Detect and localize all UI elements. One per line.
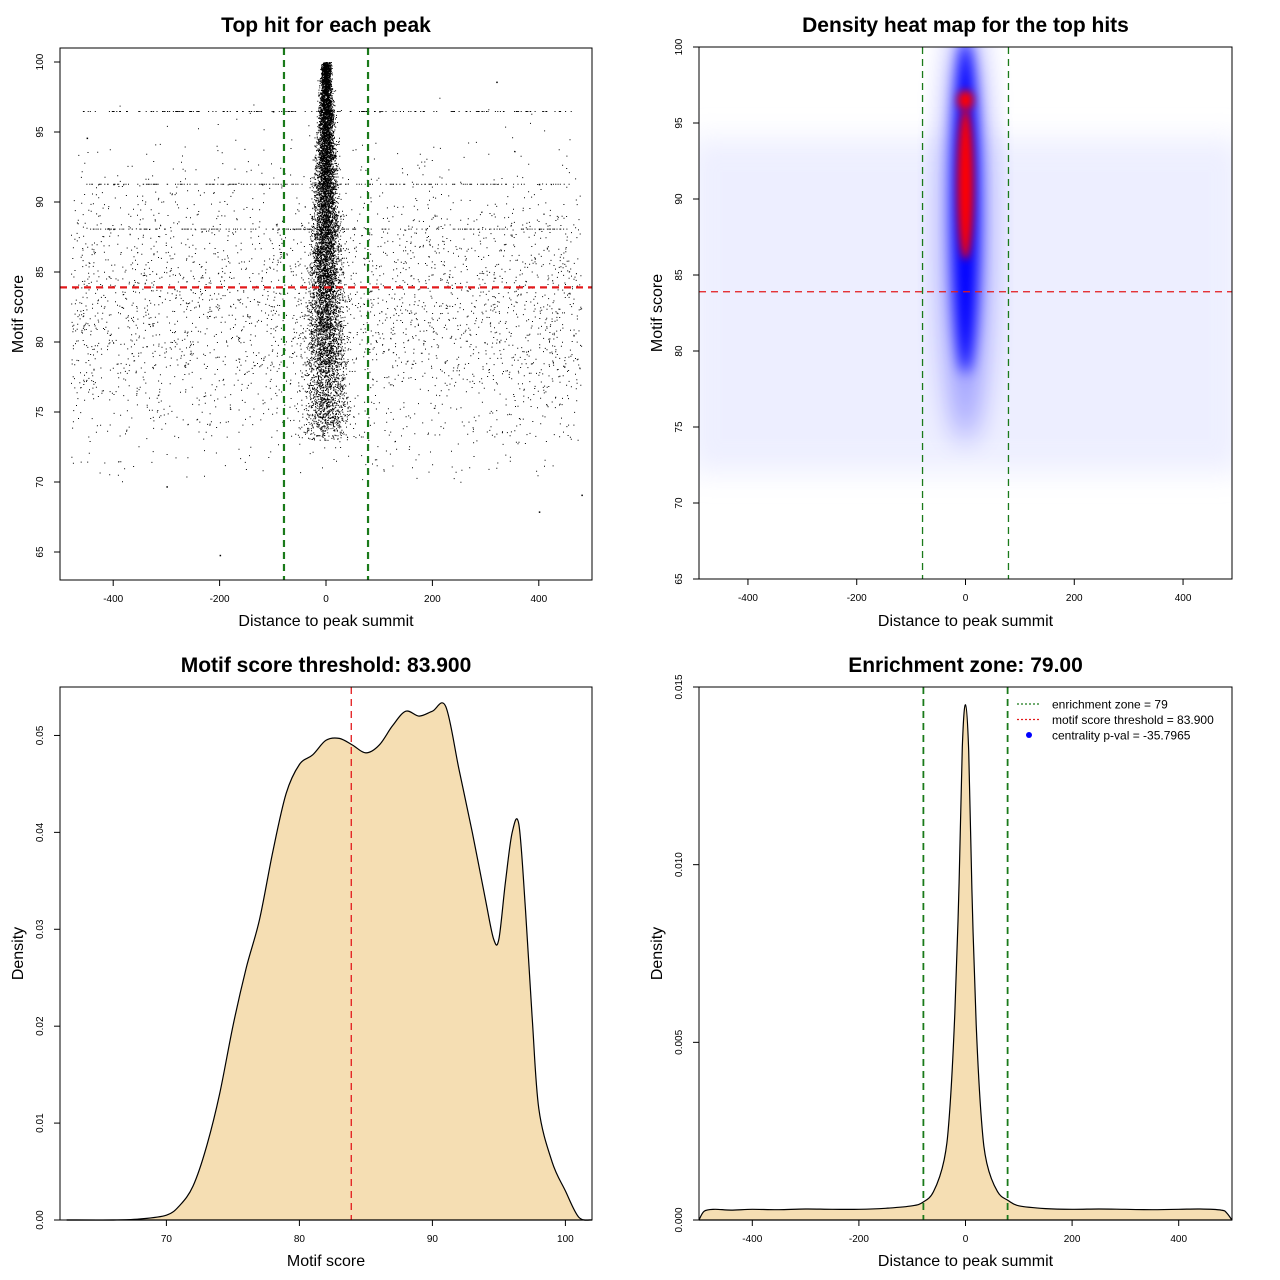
- scatter-point: [326, 111, 328, 113]
- y-tick-label: 90: [35, 196, 46, 208]
- y-tick-label: 75: [674, 421, 685, 433]
- scatter-points: [71, 62, 583, 557]
- scatter-point: [166, 486, 168, 488]
- x-tick-label: 100: [557, 1234, 574, 1245]
- y-tick-label: 85: [674, 269, 685, 281]
- scatter-point: [496, 81, 498, 84]
- x-tick-label: 70: [161, 1234, 173, 1245]
- plot-frame: [698, 46, 1233, 580]
- scatter-point: [538, 228, 541, 231]
- chart-title: Enrichment zone: 79.00: [848, 654, 1083, 677]
- x-tick-label: 90: [427, 1234, 439, 1245]
- density-fill: [66, 702, 592, 1221]
- y-tick-label: 65: [674, 573, 685, 585]
- x-tick-label: 0: [323, 594, 329, 605]
- legend-marker: [1026, 732, 1032, 738]
- y-tick-label: 100: [35, 53, 46, 70]
- plot-frame: [59, 686, 593, 1221]
- legend-label: motif score threshold = 83.900: [1052, 713, 1214, 727]
- y-tick-label: 0.000: [674, 1207, 685, 1232]
- heatmap-hotspot-max: [957, 107, 974, 260]
- y-tick-label: 0.02: [35, 1016, 46, 1036]
- panel-3: Motif score threshold: 83.900 Motif score…: [10, 654, 593, 1270]
- chart-title: Top hit for each peak: [221, 14, 431, 37]
- heatmap-hotspot-high: [957, 90, 974, 111]
- x-tick-label: -200: [849, 1234, 869, 1245]
- y-axis-label: Density: [10, 927, 27, 980]
- scatter-cloud: [71, 62, 583, 483]
- y-tick-label: 0.04: [35, 822, 46, 842]
- scatter-point: [113, 228, 115, 231]
- y-tick-label: 0.00: [35, 1210, 46, 1230]
- chart-title: Motif score threshold: 83.900: [181, 654, 472, 677]
- y-tick-label: 80: [674, 345, 685, 357]
- plot-frame: [698, 686, 1233, 1221]
- panel-1: Top hit for each peak Distance to peak su…: [10, 14, 593, 630]
- y-tick-label: 100: [674, 38, 685, 55]
- heatmap-layer: [699, 47, 1232, 579]
- y-tick-label: 85: [35, 266, 46, 278]
- y-tick-label: 70: [35, 476, 46, 488]
- y-tick-label: 65: [35, 546, 46, 558]
- plot-frame: [59, 47, 593, 581]
- x-tick-label: 400: [530, 594, 547, 605]
- panel-4: Enrichment zone: 79.00 Distance to peak s…: [649, 654, 1233, 1270]
- x-tick-label: -200: [210, 594, 230, 605]
- scatter-point: [219, 554, 222, 557]
- x-tick-label: -400: [742, 1234, 762, 1245]
- x-axis-label: Distance to peak summit: [878, 1253, 1054, 1270]
- y-tick-label: 0.05: [35, 725, 46, 745]
- scatter-point: [581, 494, 583, 497]
- y-tick-label: 70: [674, 497, 685, 509]
- legend-label: enrichment zone = 79: [1052, 698, 1168, 712]
- x-tick-label: 0: [963, 1234, 969, 1245]
- y-tick-label: 90: [674, 193, 685, 205]
- y-tick-label: 95: [35, 126, 46, 138]
- legend-label: centrality p-val = -35.7965: [1052, 729, 1191, 743]
- x-tick-label: 80: [294, 1234, 306, 1245]
- scatter-point: [272, 111, 275, 113]
- x-tick-label: 0: [963, 593, 969, 604]
- scatter-point: [113, 183, 115, 186]
- y-tick-label: 95: [674, 117, 685, 129]
- y-axis-label: Motif score: [10, 275, 27, 353]
- y-axis-label: Density: [649, 927, 666, 980]
- chart-title: Density heat map for the top hits: [802, 14, 1129, 37]
- x-axis-label: Distance to peak summit: [878, 613, 1054, 630]
- y-tick-label: 0.015: [674, 674, 685, 699]
- scatter-point: [326, 62, 328, 64]
- x-tick-label: 400: [1170, 1234, 1187, 1245]
- x-axis-label: Distance to peak summit: [238, 613, 414, 630]
- y-tick-label: 75: [35, 406, 46, 418]
- y-tick-label: 0.03: [35, 919, 46, 939]
- x-axis-label: Motif score: [287, 1253, 365, 1270]
- density-fill: [699, 704, 1232, 1220]
- scatter-point: [538, 183, 541, 186]
- y-tick-label: 0.01: [35, 1113, 46, 1133]
- density-line: [698, 704, 1233, 1221]
- x-tick-label: 200: [1064, 1234, 1081, 1245]
- y-tick-label: 0.010: [674, 852, 685, 877]
- y-axis-label: Motif score: [649, 274, 666, 352]
- scatter-point: [379, 111, 381, 113]
- panel-2: Density heat map for the top hits Distanc…: [649, 14, 1233, 630]
- density-line: [66, 702, 593, 1221]
- scatter-point: [326, 76, 328, 78]
- x-tick-label: 200: [424, 594, 441, 605]
- y-tick-label: 0.005: [674, 1029, 685, 1054]
- scatter-point: [538, 511, 541, 513]
- x-tick-label: 400: [1175, 593, 1192, 604]
- x-tick-label: -200: [847, 593, 867, 604]
- x-tick-label: -400: [738, 593, 758, 604]
- x-tick-label: 200: [1066, 593, 1083, 604]
- scatter-point: [86, 137, 89, 140]
- y-tick-label: 80: [35, 336, 46, 348]
- x-tick-label: -400: [103, 594, 123, 605]
